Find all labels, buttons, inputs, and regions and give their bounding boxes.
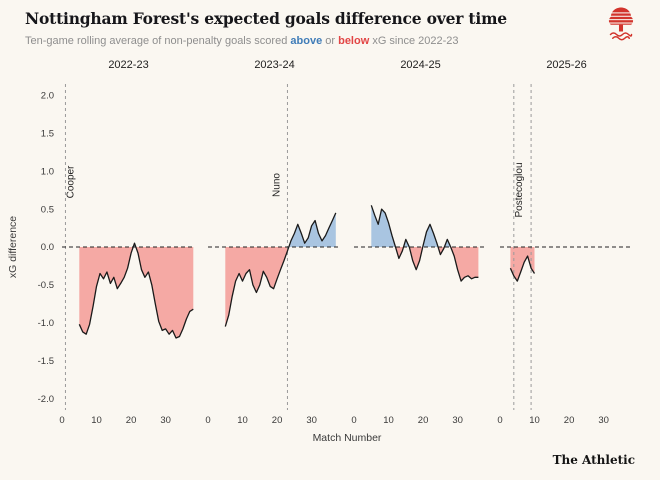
nottingham-forest-crest-icon [608,7,634,41]
manager-label: Cooper [65,165,76,198]
y-tick-label: 0.0 [41,242,54,253]
subtitle-prefix: Ten-game rolling average of non-penalty … [25,35,291,47]
x-tick-label: 10 [383,415,394,426]
y-tick-label: 2.0 [41,91,54,102]
x-tick-label: 20 [418,415,429,426]
manager-label: Nuno [272,173,283,197]
subtitle-mid: or [322,35,339,47]
manager-label: Postecoglou [514,162,525,217]
x-tick-label: 10 [237,415,248,426]
y-axis-title: xG difference [7,216,19,278]
x-tick-label: 30 [306,415,317,426]
subtitle-above-highlight: above [290,35,323,47]
x-tick-label: 0 [205,415,210,426]
y-tick-label: 1.5 [41,128,54,139]
y-tick-label: 1.0 [41,166,54,177]
rolling-average-line [370,205,479,282]
area-below-xg [510,247,535,282]
season-label: 2025-26 [546,59,586,71]
y-tick-label: 0.5 [41,204,54,215]
x-tick-label: 0 [497,415,502,426]
area-below-xg [225,247,336,327]
x-tick-label: 10 [91,415,102,426]
area-below-xg [79,247,194,338]
x-tick-label: 0 [59,415,64,426]
x-tick-label: 20 [272,415,283,426]
the-athletic-wordmark: The Athletic [552,453,635,467]
x-tick-label: 30 [452,415,463,426]
x-axis-title: Match Number [313,432,382,444]
chart-subtitle: Ten-game rolling average of non-penalty … [25,35,459,47]
x-tick-label: 20 [126,415,137,426]
x-tick-label: 20 [564,415,575,426]
x-tick-label: 0 [351,415,356,426]
y-tick-label: -1.0 [38,318,54,329]
y-tick-label: -0.5 [38,280,54,291]
x-tick-label: 30 [598,415,609,426]
y-tick-label: -2.0 [38,394,54,405]
rolling-average-line [509,255,536,282]
subtitle-suffix: xG since 2022-23 [369,35,459,47]
rolling-average-line [224,212,337,327]
rolling-average-line [78,242,194,339]
page-title: Nottingham Forest's expected goals diffe… [25,9,507,28]
y-tick-label: -1.5 [38,356,54,367]
season-label: 2024-25 [400,59,440,71]
season-label: 2022-23 [108,59,148,71]
subtitle-below-highlight: below [338,35,370,47]
x-tick-label: 10 [529,415,540,426]
season-label: 2023-24 [254,59,294,71]
x-tick-label: 30 [160,415,171,426]
